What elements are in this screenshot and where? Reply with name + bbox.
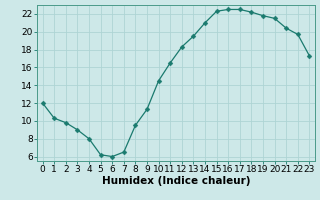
- X-axis label: Humidex (Indice chaleur): Humidex (Indice chaleur): [102, 176, 250, 186]
